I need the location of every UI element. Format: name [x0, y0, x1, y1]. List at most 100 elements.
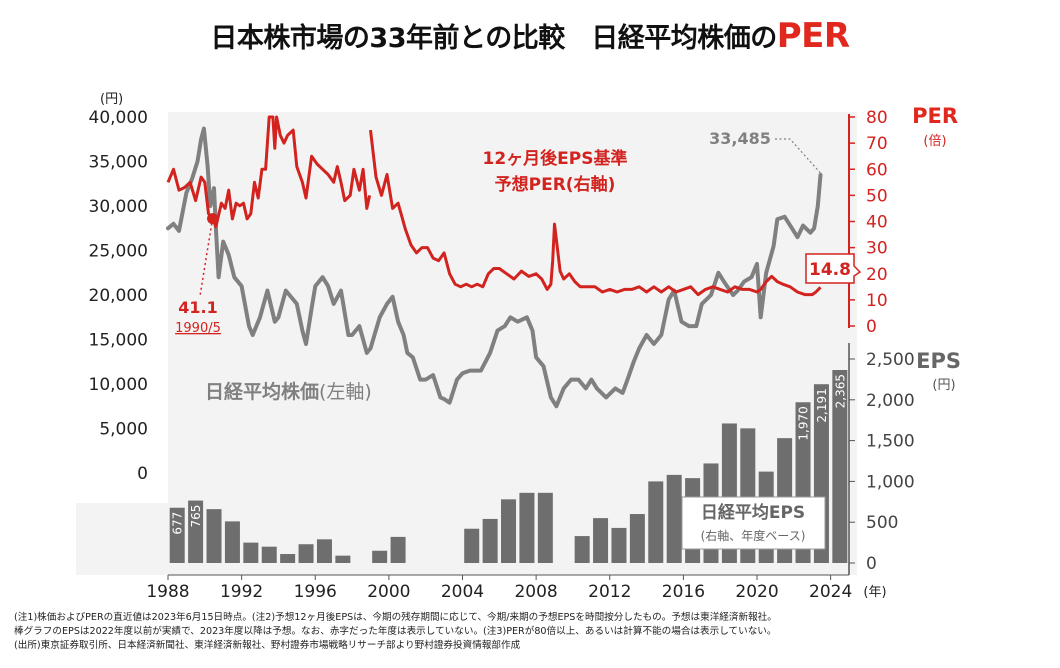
chart-title-accent: PER [776, 16, 850, 56]
nikkei-price-series [166, 126, 823, 409]
price-latest-leader [775, 138, 821, 174]
per-latest-callout-box [805, 253, 862, 284]
price-series-suffix: (左軸) [319, 381, 372, 403]
x-tick-label: 1996 [294, 582, 337, 602]
per-1990-value: 41.1 [178, 298, 217, 317]
x-tick-label: 2012 [588, 582, 631, 602]
per-series [166, 115, 822, 297]
eps-bar-2007 [519, 492, 535, 563]
x-tick-label: 2024 [809, 582, 852, 602]
eps-bar-2011 [593, 518, 609, 563]
eps-bar-1996 [316, 539, 332, 563]
eps-bar-2000 [390, 536, 406, 563]
price-latest-value: 33,485 [709, 129, 771, 148]
eps-bar-label-2024: 2,365 [833, 374, 847, 408]
x-tick-label: 2000 [367, 582, 410, 602]
eps-bar-1995 [298, 544, 314, 563]
plot-background [168, 112, 962, 575]
per-series-label-1: 12ヶ月後EPS基準 [483, 148, 628, 169]
eps-axis-title: EPS [916, 349, 961, 373]
eps-bar-1999 [372, 550, 388, 563]
per-1990-leader [199, 218, 214, 297]
eps-bar-label-2023: 2,191 [815, 388, 829, 422]
x-axis-unit: (年) [863, 585, 886, 600]
eps-tick-label: 2,000 [866, 391, 915, 411]
eps-bar-1992 [243, 542, 259, 563]
x-tick-label: 2016 [662, 582, 705, 602]
per-tick-label: 80 [866, 108, 888, 128]
per-tick-label: 60 [866, 160, 888, 180]
left-tick-label: 40,000 [89, 108, 148, 128]
x-tick-label: 1988 [146, 582, 189, 602]
footnotes: (注1)株価およびPERの直近値は2023年6月15日時点。(注2)予想12ヶ月… [14, 611, 1054, 653]
per-axis-title: PER [912, 104, 958, 128]
footnote-line-2: 棒グラフのEPSは2022年度以前が実績で、2023年度以降は予想。なお、赤字だ… [14, 626, 777, 637]
eps-tick-label: 2,500 [866, 350, 915, 370]
left-tick-label: 5,000 [99, 420, 148, 440]
eps-series-sublabel: (右軸、年度ベース) [701, 528, 806, 543]
chart-title: 日本株市場の33年前との比較 日経平均株価のPER [0, 16, 1060, 56]
eps-y-axis-ticks: 2,500 2,000 1,500 1,000 500 0 [849, 350, 915, 574]
eps-bar-1989 [188, 500, 204, 563]
eps-bar-label-1988: 677 [171, 512, 185, 535]
eps-bar-2005 [482, 518, 498, 563]
left-tick-label: 10,000 [89, 375, 148, 395]
per-tick-label: 40 [866, 213, 888, 233]
per-tick-label: 0 [866, 317, 877, 337]
per-tick-label: 20 [866, 265, 888, 285]
eps-bar-label-2022: 1,970 [797, 406, 811, 440]
per-tick-label: 70 [866, 134, 888, 154]
price-series-name: 日経平均株価 [205, 380, 319, 403]
eps-bar-2004 [464, 528, 480, 563]
per-1990-marker [207, 213, 219, 225]
footnote-line-1: (注1)株価およびPERの直近値は2023年6月15日時点。(注2)予想12ヶ月… [14, 612, 777, 623]
per-1990-date: 1990/5 [175, 321, 221, 336]
per-tick-label: 10 [866, 291, 888, 311]
eps-bar-1991 [224, 521, 240, 563]
per-line-segment-1 [166, 115, 372, 229]
eps-bar-2024 [832, 370, 848, 563]
per-y-axis-ticks: 80 70 60 50 40 30 20 10 0 [849, 108, 888, 337]
x-axis-ticks: 1988 1992 1996 2000 2004 2008 2012 2016 2020 2024 [146, 575, 852, 602]
eps-bar-1993 [261, 546, 277, 563]
left-tick-label: 25,000 [89, 242, 148, 262]
per-line-segment-2 [369, 129, 822, 297]
per-tick-label: 30 [866, 239, 888, 259]
left-tick-label: 15,000 [89, 331, 148, 351]
annotations: 41.1 1990/5 14.8 33,485 [175, 129, 862, 336]
eps-bar-labels: 677 765 1,970 2,191 2,365 [171, 374, 848, 535]
eps-bar-2010 [574, 536, 590, 563]
eps-bar-2006 [501, 499, 517, 563]
eps-bar-1990 [206, 509, 222, 563]
plot-background-left-extension [76, 503, 168, 575]
eps-tick-label: 0 [866, 554, 877, 574]
eps-tick-label: 1,500 [866, 432, 915, 452]
eps-axis-unit: (円) [932, 378, 955, 393]
per-latest-value: 14.8 [809, 260, 851, 280]
eps-bar-2013 [629, 514, 645, 563]
eps-legend-box [681, 496, 826, 550]
eps-bar-label-1989: 765 [189, 505, 203, 528]
nikkei-price-line [166, 126, 823, 409]
per-axis-unit: (倍) [923, 134, 946, 149]
chart-title-main: 日本株市場の33年前との比較 日経平均株価の [210, 23, 777, 54]
x-tick-label: 2008 [514, 582, 557, 602]
per-series-label-2: 予想PER(右軸) [495, 174, 616, 195]
eps-bar-1994 [280, 554, 296, 563]
eps-bar-1997 [335, 555, 351, 563]
eps-bar-2008 [537, 492, 553, 563]
eps-tick-label: 500 [866, 513, 898, 533]
left-y-axis-ticks: 40,000 35,000 30,000 25,000 20,000 15,000 10,0… [89, 108, 148, 484]
left-tick-label: 20,000 [89, 286, 148, 306]
left-tick-label: 0 [137, 464, 148, 484]
left-axis-unit: (円) [100, 92, 123, 107]
price-series-label: 日経平均株価(左軸) [205, 380, 372, 403]
per-tick-label: 50 [866, 186, 888, 206]
x-tick-label: 2004 [441, 582, 484, 602]
eps-bar-2012 [611, 527, 627, 563]
x-tick-label: 2020 [735, 582, 778, 602]
eps-tick-label: 1,000 [866, 472, 915, 492]
eps-bar-2014 [648, 481, 664, 563]
